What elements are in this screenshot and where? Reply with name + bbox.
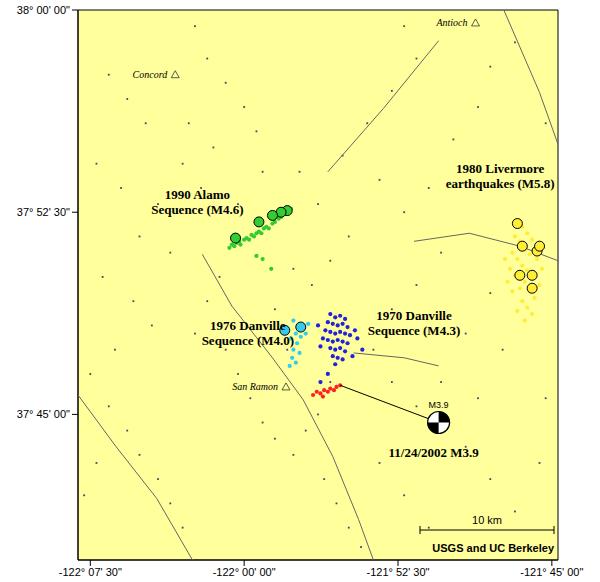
svg-text:37° 45' 00": 37° 45' 00" (17, 408, 70, 420)
svg-text:-122° 07' 30": -122° 07' 30" (59, 566, 122, 578)
svg-text:San Ramon: San Ramon (232, 381, 278, 392)
svg-text:1970 DanvilleSequence (M4.3): 1970 DanvilleSequence (M4.3) (368, 308, 460, 338)
svg-text:M3.9: M3.9 (429, 400, 449, 410)
svg-text:USGS and UC Berkeley: USGS and UC Berkeley (432, 542, 555, 554)
svg-text:1980 Livermoreearthquakes (M5.: 1980 Livermoreearthquakes (M5.8) (446, 161, 555, 191)
svg-text:Antioch: Antioch (435, 17, 467, 28)
svg-text:10 km: 10 km (472, 514, 502, 526)
svg-text:38° 00' 00": 38° 00' 00" (17, 4, 70, 16)
svg-text:1976 DanvilleSequence (M4.0): 1976 DanvilleSequence (M4.0) (202, 318, 294, 348)
svg-text:-121° 52' 30": -121° 52' 30" (366, 566, 429, 578)
svg-text:-121° 45' 00": -121° 45' 00" (520, 566, 583, 578)
svg-text:-122° 00' 00": -122° 00' 00" (213, 566, 276, 578)
svg-text:11/24/2002 M3.9: 11/24/2002 M3.9 (389, 445, 480, 460)
svg-text:Concord: Concord (133, 69, 169, 80)
svg-text:1990 AlamoSequence (M4.6): 1990 AlamoSequence (M4.6) (151, 187, 243, 217)
svg-text:37° 52' 30": 37° 52' 30" (17, 206, 70, 218)
